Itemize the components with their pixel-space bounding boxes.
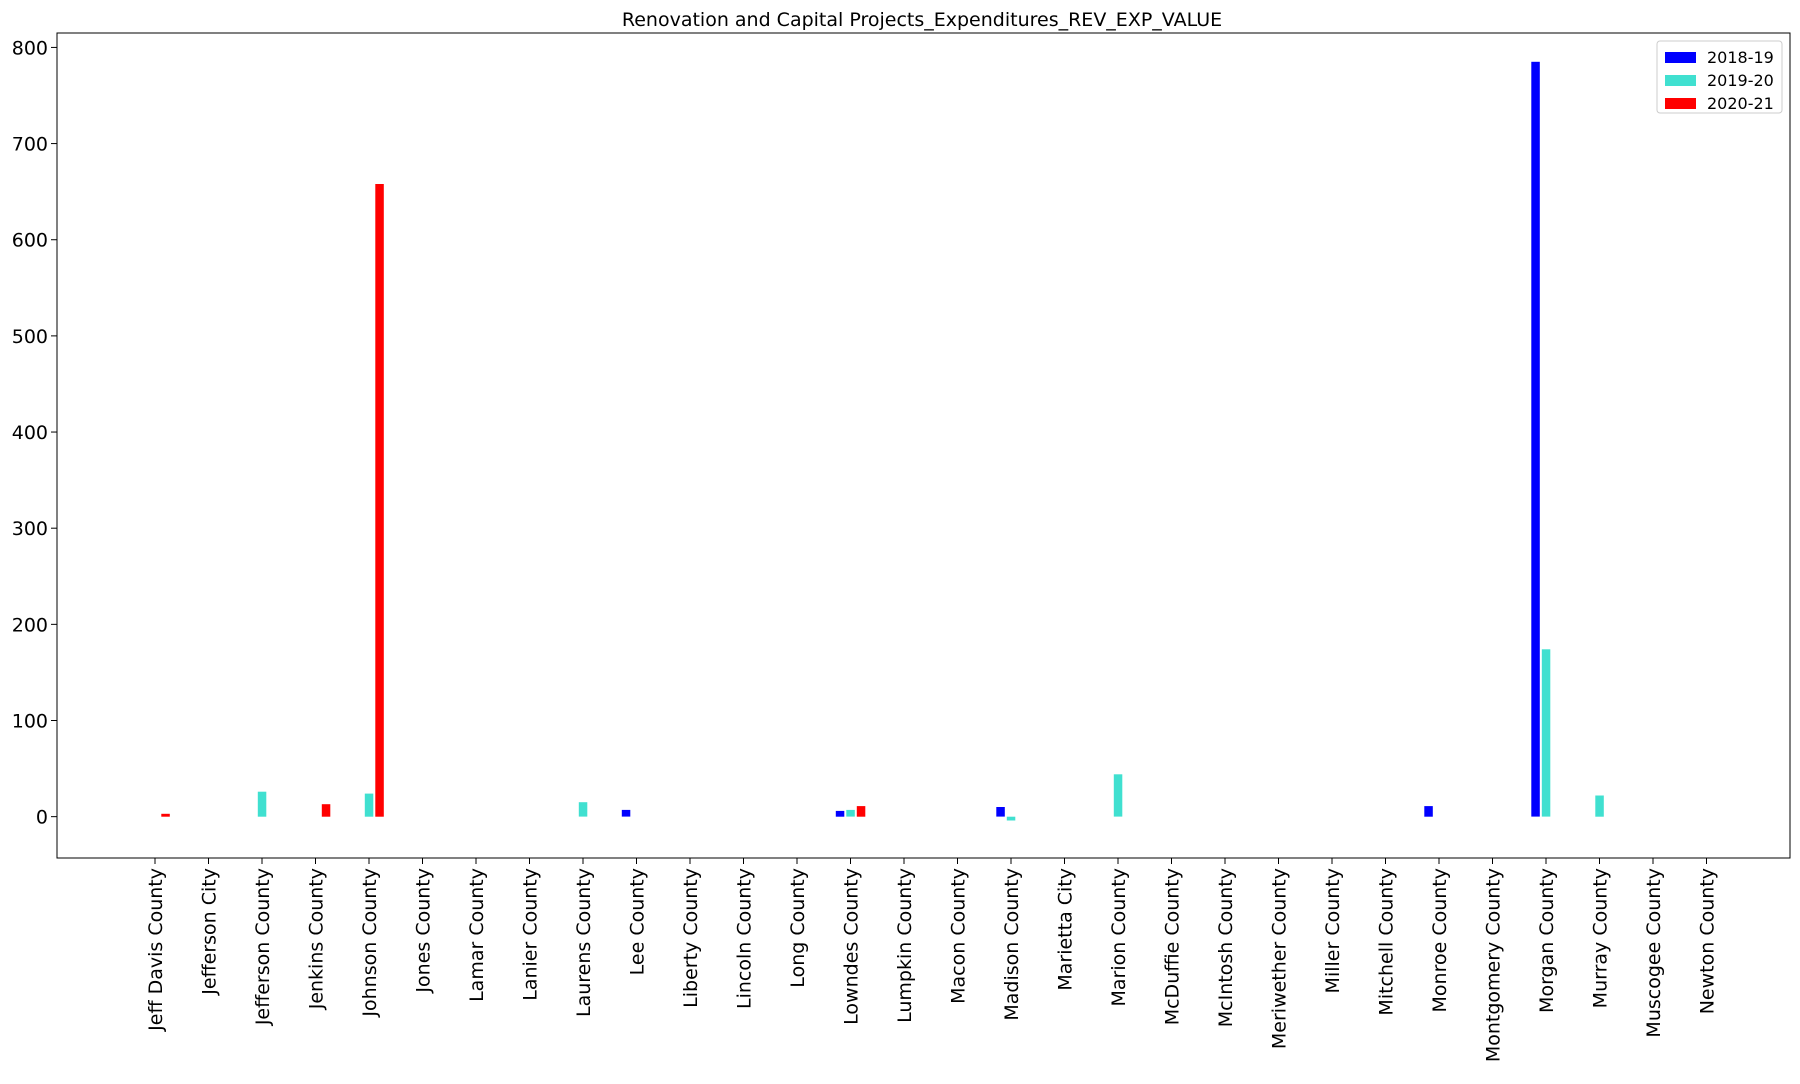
bar-2020-21-lowndes-county xyxy=(856,806,866,817)
bar-2019-20-marion-county xyxy=(1113,774,1123,817)
legend-swatch xyxy=(1665,98,1696,109)
bar-2020-21-johnson-county xyxy=(375,184,384,817)
legend-label: 2018-19 xyxy=(1707,48,1774,67)
y-tick-label: 100 xyxy=(12,711,48,733)
y-axis: 0 100 200 300 400 500 600 700 800 xyxy=(12,37,57,829)
x-tick-label: Johnson County xyxy=(359,868,381,1018)
y-tick-label: 300 xyxy=(12,518,48,540)
x-tick-label: Lamar County xyxy=(466,868,488,1002)
y-tick-label: 800 xyxy=(12,37,48,59)
x-tick-label: Monroe County xyxy=(1429,868,1451,1012)
bar-2019-20-lowndes-county xyxy=(846,809,855,817)
x-tick-label: Marion County xyxy=(1108,868,1130,1007)
y-tick-label: 400 xyxy=(12,422,48,444)
bar-2019-20-jefferson-county xyxy=(257,791,267,817)
x-tick-label: Lanier County xyxy=(520,868,542,1001)
x-tick-label: Jefferson County xyxy=(252,868,274,1026)
chart-title: Renovation and Capital Projects_Expendit… xyxy=(622,9,1222,31)
legend-swatch xyxy=(1665,52,1696,63)
x-tick-label: Madison County xyxy=(1001,868,1023,1021)
x-tick-label: Lowndes County xyxy=(841,868,863,1025)
x-axis: Jeff Davis County Jefferson City Jefferson… xyxy=(145,858,1719,1062)
bar-2019-20-murray-county xyxy=(1595,795,1604,817)
y-tick-label: 600 xyxy=(12,230,48,252)
x-tick-label: Murray County xyxy=(1590,868,1612,1008)
plot-frame xyxy=(56,32,1791,859)
x-tick-label: Muscogee County xyxy=(1643,868,1665,1038)
y-tick-label: 500 xyxy=(12,326,48,348)
x-tick-label: Lee County xyxy=(627,868,649,975)
bar-2019-20-morgan-county xyxy=(1541,649,1551,817)
x-tick-label: McIntosh County xyxy=(1215,868,1237,1027)
x-tick-label: McDuffie County xyxy=(1162,868,1184,1025)
x-tick-label: Lumpkin County xyxy=(894,868,916,1023)
x-tick-label: Liberty County xyxy=(680,868,702,1008)
bar-2018-19-lee-county xyxy=(621,809,631,817)
y-tick-label: 700 xyxy=(12,134,48,156)
y-tick-label: 200 xyxy=(12,614,48,636)
legend-label: 2020-21 xyxy=(1707,94,1774,113)
x-tick-label: Jeff Davis County xyxy=(145,868,167,1032)
x-tick-label: Meriwether County xyxy=(1269,868,1291,1049)
x-tick-label: Jones County xyxy=(413,868,435,994)
bar-2019-20-madison-county xyxy=(1006,816,1016,821)
bar-2020-21-jeff-davis-county xyxy=(161,813,170,817)
bar-2018-19-madison-county xyxy=(996,807,1005,817)
legend-label: 2019-20 xyxy=(1707,71,1774,90)
x-tick-label: Lincoln County xyxy=(734,868,756,1009)
x-tick-label: Morgan County xyxy=(1536,868,1558,1013)
legend-swatch xyxy=(1665,75,1696,86)
x-tick-label: Jenkins County xyxy=(306,868,328,1010)
x-tick-label: Montgomery County xyxy=(1483,868,1505,1062)
x-tick-label: Marietta City xyxy=(1055,868,1077,991)
x-tick-label: Macon County xyxy=(948,868,970,1004)
x-tick-label: Mitchell County xyxy=(1376,868,1398,1016)
x-tick-label: Newton County xyxy=(1697,868,1719,1014)
bar-2019-20-laurens-county xyxy=(578,802,588,817)
bar-2018-19-morgan-county xyxy=(1531,61,1540,817)
bar-2018-19-monroe-county xyxy=(1424,806,1433,817)
bar-2018-19-lowndes-county xyxy=(835,810,845,817)
bars-layer xyxy=(161,61,1604,821)
legend: 2018-19 2019-20 2020-21 xyxy=(1656,40,1783,114)
bar-2020-21-jenkins-county xyxy=(321,804,331,817)
bar-2019-20-johnson-county xyxy=(364,793,374,817)
x-tick-label: Jefferson City xyxy=(199,868,221,996)
x-tick-label: Long County xyxy=(787,868,809,988)
x-tick-label: Laurens County xyxy=(573,868,595,1017)
x-tick-label: Miller County xyxy=(1322,868,1344,993)
y-tick-label: 0 xyxy=(36,807,48,829)
